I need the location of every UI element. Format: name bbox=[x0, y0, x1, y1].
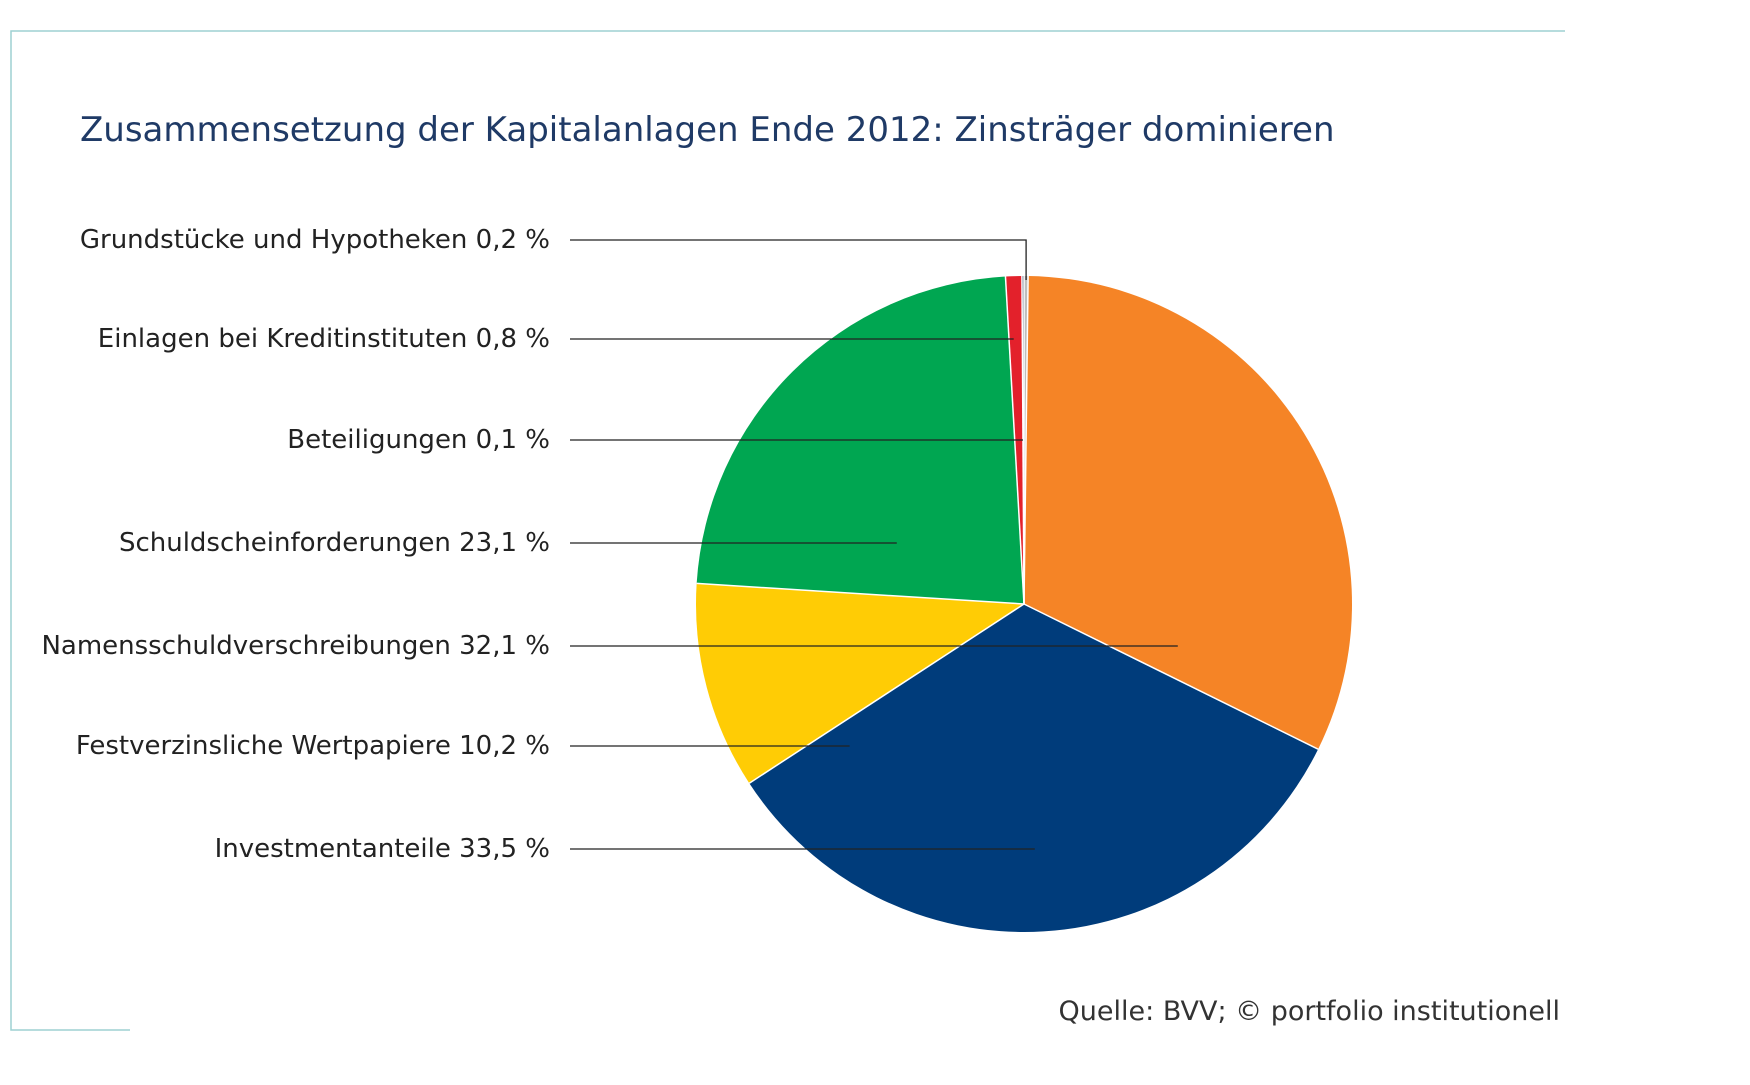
slice-separator bbox=[696, 582, 1025, 605]
pie-label-schuldscheinforderungen: Schuldscheinforderungen 23,1 % bbox=[118, 528, 550, 558]
frame-border bbox=[10, 30, 1565, 1031]
slice-separator bbox=[748, 603, 1025, 784]
pie-label-festverzinsliche-wertpapiere: Festverzinsliche Wertpapiere 10,2 % bbox=[75, 731, 550, 761]
pie-label-namensschuldverschreibungen: Namensschuldverschreibungen 32,1 % bbox=[41, 631, 550, 661]
pie-chart bbox=[696, 276, 1352, 933]
leader-line-grundst-cke-und-hypotheken bbox=[570, 239, 1027, 280]
leader-lines bbox=[570, 239, 1178, 850]
pie-label-einlagen-bei-kreditinstituten: Einlagen bei Kreditinstituten 0,8 % bbox=[97, 324, 550, 354]
pie-label-beteiligungen: Beteiligungen 0,1 % bbox=[287, 425, 550, 455]
pie-slice-namensschuldverschreibungen bbox=[1024, 276, 1352, 750]
pie-slice-investmentanteile bbox=[749, 604, 1319, 933]
pie-slice-festverzinsliche-wertpapiere bbox=[696, 583, 1024, 784]
slice-separator bbox=[1023, 603, 1319, 750]
chart-title: Zusammensetzung der Kapitalanlagen Ende … bbox=[80, 110, 1335, 150]
pie-label-grundst-cke-und-hypotheken: Grundstücke und Hypotheken 0,2 % bbox=[79, 225, 550, 255]
source-note: Quelle: BVV; © portfolio institutionell bbox=[1058, 996, 1560, 1027]
slice-separator bbox=[1023, 276, 1029, 605]
pie-label-investmentanteile: Investmentanteile 33,5 % bbox=[214, 834, 550, 864]
